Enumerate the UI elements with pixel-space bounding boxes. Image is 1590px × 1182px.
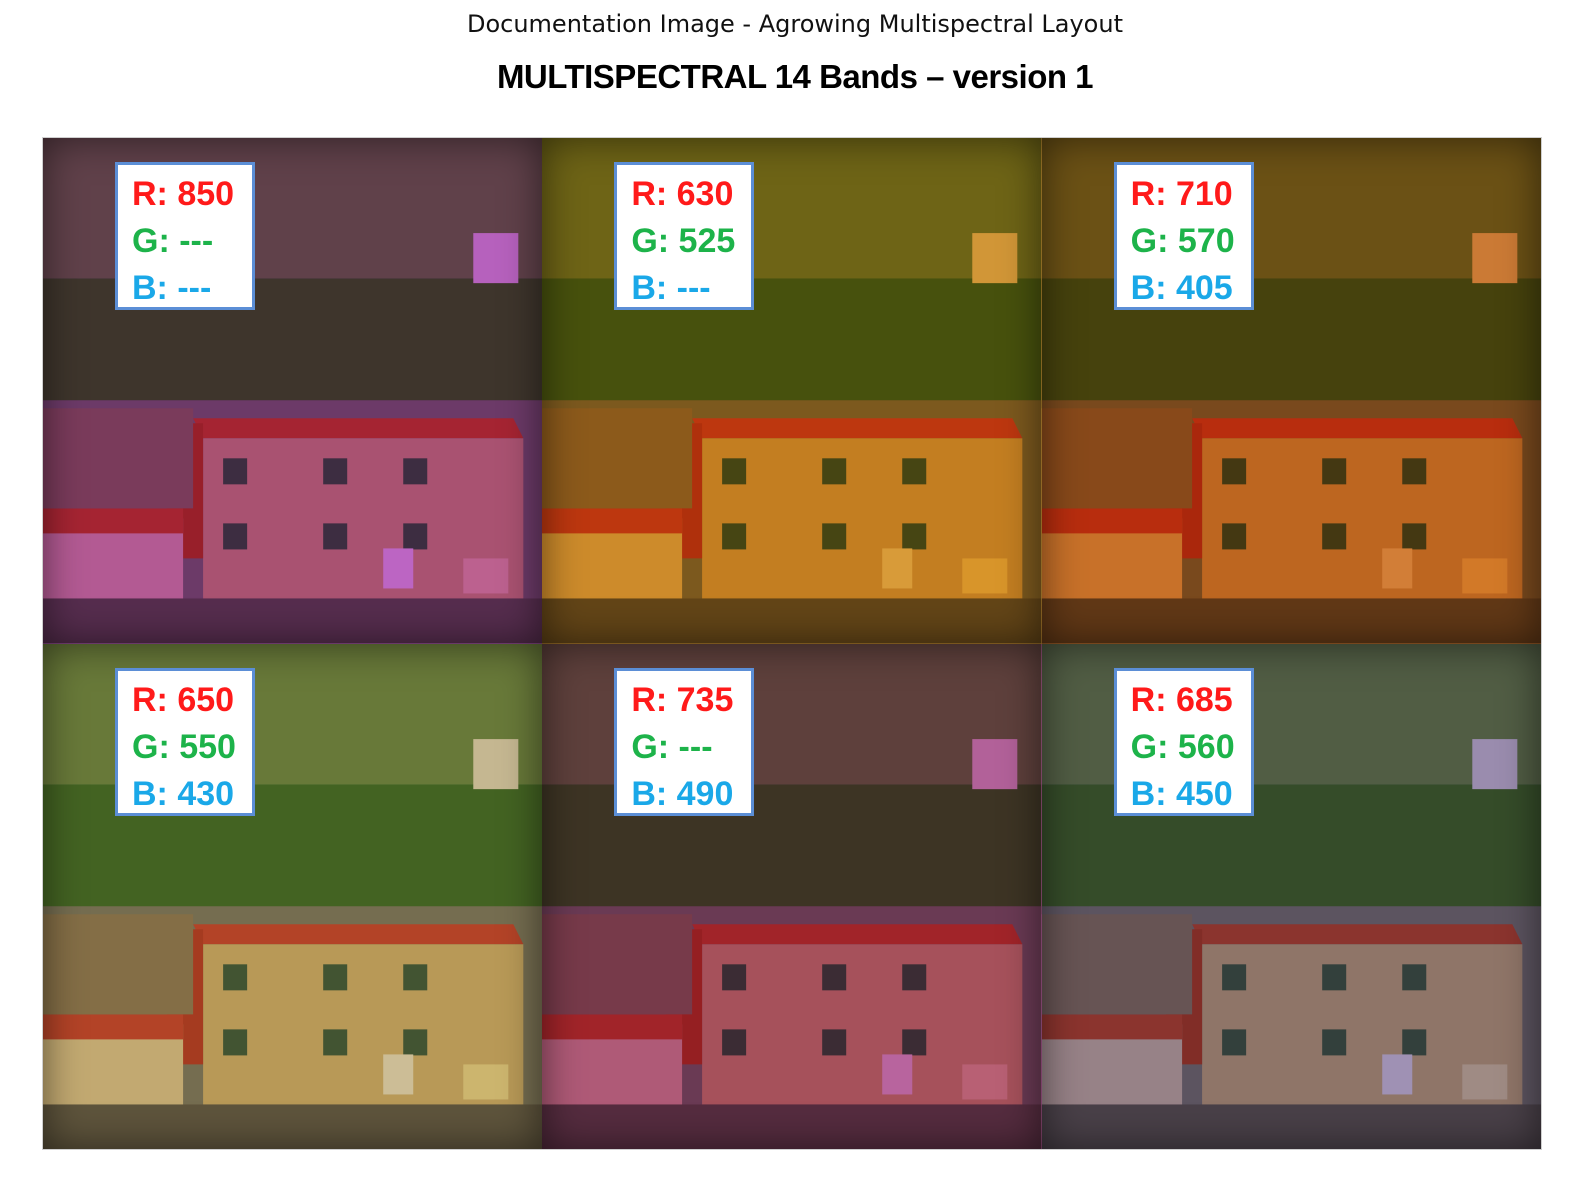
green-band-label: G: 550	[132, 727, 236, 766]
band-panel-6: R: 685 G: 560 B: 450	[1041, 643, 1541, 1149]
multispectral-grid: R: 850 G: --- B: ---	[42, 137, 1542, 1150]
blue-band-label: B: 430	[132, 774, 235, 813]
green-band-label: G: ---	[132, 222, 214, 260]
blue-band-label: B: 490	[631, 774, 734, 813]
red-band-label: R: 710	[1130, 175, 1233, 213]
blue-band-label: B: 450	[1130, 774, 1233, 813]
band-label-box: R: 710 G: 570 B: 405	[1113, 162, 1254, 310]
blue-band-label: B: ---	[132, 269, 212, 307]
band-panel-1: R: 850 G: --- B: ---	[43, 138, 543, 644]
band-label-box: R: 685 G: 560 B: 450	[1113, 667, 1254, 816]
green-band-label: G: 560	[1130, 727, 1235, 766]
figure-title: MULTISPECTRAL 14 Bands – version 1	[496, 58, 1094, 95]
band-label-box: R: 850 G: --- B: ---	[115, 162, 255, 310]
red-band-label: R: 650	[132, 680, 235, 719]
red-band-label: R: 630	[631, 175, 734, 213]
band-panel-4: R: 650 G: 550 B: 430	[43, 643, 543, 1149]
blue-band-label: B: ---	[631, 269, 711, 307]
red-band-label: R: 850	[132, 175, 235, 213]
band-label-box: R: 630 G: 525 B: ---	[614, 162, 755, 310]
green-band-label: G: 525	[631, 222, 736, 260]
band-label-box: R: 735 G: --- B: 490	[614, 667, 755, 816]
green-band-label: G: ---	[631, 727, 713, 766]
band-panel-5: R: 735 G: --- B: 490	[542, 643, 1042, 1149]
blue-band-label: B: 405	[1130, 269, 1233, 307]
band-panel-2: R: 630 G: 525 B: ---	[542, 138, 1042, 644]
green-band-label: G: 570	[1130, 222, 1235, 260]
red-band-label: R: 735	[631, 680, 734, 719]
band-panel-3: R: 710 G: 570 B: 405	[1041, 138, 1541, 644]
band-label-box: R: 650 G: 550 B: 430	[115, 667, 255, 816]
document-caption: Documentation Image - Agrowing Multispec…	[466, 10, 1123, 38]
red-band-label: R: 685	[1130, 680, 1233, 719]
